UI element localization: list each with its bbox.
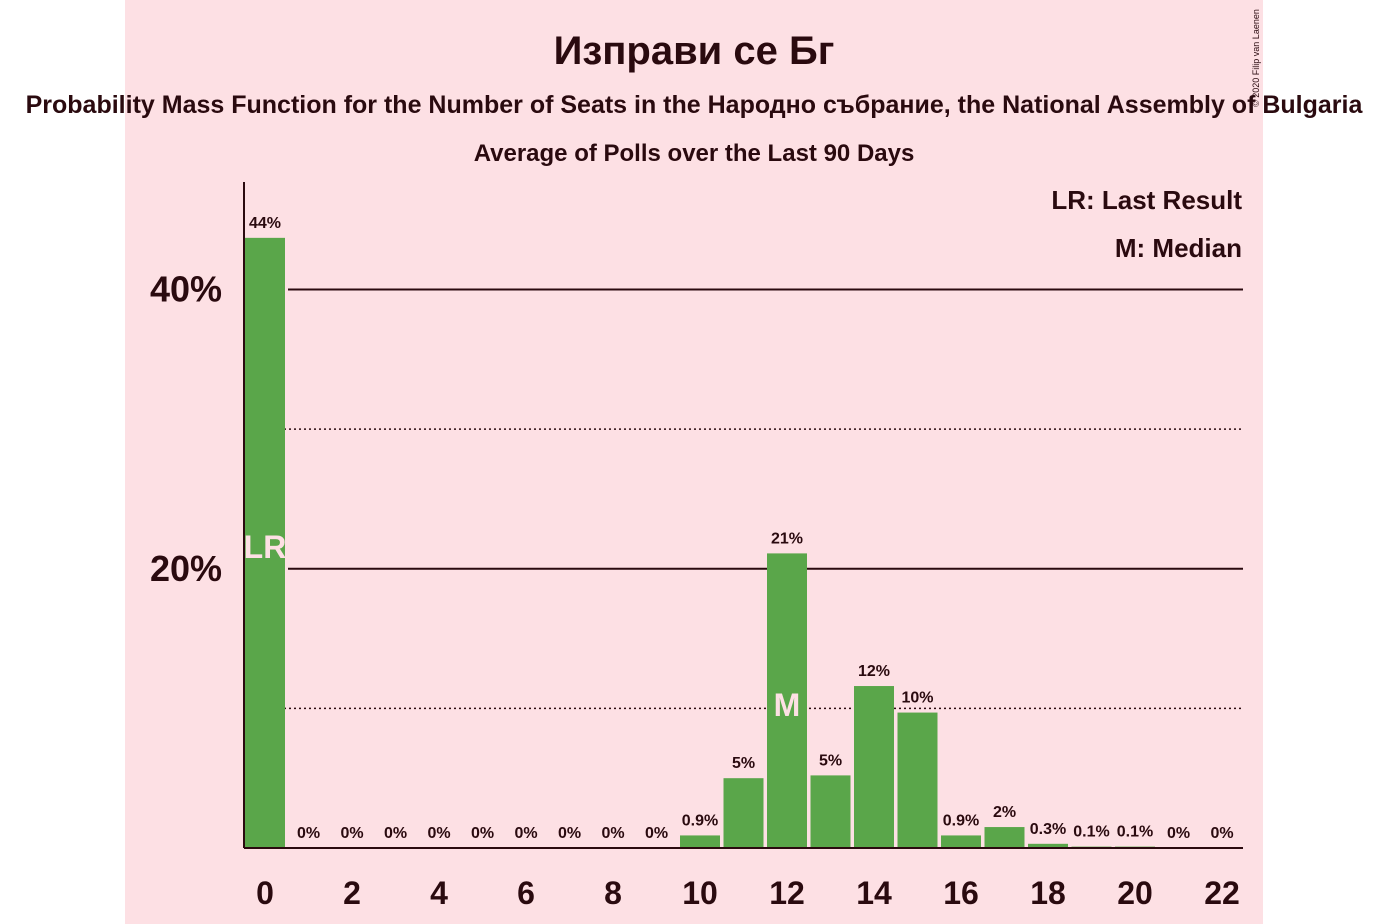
chart-background bbox=[125, 0, 1263, 924]
bar-seat-13 bbox=[810, 775, 851, 848]
data-label-seat-16: 0.9% bbox=[943, 812, 979, 829]
data-label-seat-4: 0% bbox=[427, 825, 450, 842]
bar-marker-m: M bbox=[774, 687, 801, 723]
x-tick-label-20: 20 bbox=[1117, 875, 1153, 911]
legend-median: M: Median bbox=[1115, 233, 1242, 263]
data-label-seat-20: 0.1% bbox=[1117, 824, 1153, 841]
legend-last-result: LR: Last Result bbox=[1051, 185, 1242, 215]
bar-seat-17 bbox=[984, 827, 1025, 848]
y-tick-label-40: 40% bbox=[150, 269, 222, 310]
x-tick-label-14: 14 bbox=[856, 875, 892, 911]
data-label-seat-11: 5% bbox=[732, 755, 755, 772]
data-label-seat-15: 10% bbox=[901, 690, 933, 707]
data-label-seat-5: 0% bbox=[471, 825, 494, 842]
x-tick-label-6: 6 bbox=[517, 875, 535, 911]
bar-seat-11 bbox=[723, 778, 764, 848]
bar-seat-12 bbox=[767, 553, 807, 848]
data-label-seat-1: 0% bbox=[297, 825, 320, 842]
data-label-seat-7: 0% bbox=[558, 825, 581, 842]
data-label-seat-21: 0% bbox=[1167, 825, 1190, 842]
data-label-seat-3: 0% bbox=[384, 825, 407, 842]
data-label-seat-22: 0% bbox=[1210, 825, 1233, 842]
data-label-seat-14: 12% bbox=[858, 663, 890, 680]
bar-marker-lr: LR bbox=[244, 529, 287, 565]
data-label-seat-8: 0% bbox=[601, 825, 624, 842]
x-tick-label-16: 16 bbox=[943, 875, 979, 911]
x-tick-label-18: 18 bbox=[1030, 875, 1066, 911]
data-label-seat-18: 0.3% bbox=[1030, 821, 1066, 838]
data-label-seat-2: 0% bbox=[340, 825, 363, 842]
copyright-notice: © 2020 Filip van Laenen bbox=[1251, 9, 1261, 107]
data-label-seat-19: 0.1% bbox=[1073, 824, 1109, 841]
data-label-seat-9: 0% bbox=[645, 825, 668, 842]
x-tick-label-2: 2 bbox=[343, 875, 361, 911]
bar-seat-10 bbox=[680, 835, 720, 848]
chart-subtitle: Probability Mass Function for the Number… bbox=[26, 91, 1364, 119]
bar-seat-15 bbox=[897, 712, 938, 848]
data-label-seat-10: 0.9% bbox=[682, 812, 718, 829]
data-label-seat-6: 0% bbox=[514, 825, 537, 842]
data-label-seat-17: 2% bbox=[993, 804, 1016, 821]
axes: 0 2 4 6 8 10 12 14 16 18 20 22 20% 40% bbox=[150, 182, 1243, 911]
x-tick-label-12: 12 bbox=[769, 875, 805, 911]
y-tick-label-20: 20% bbox=[150, 548, 222, 589]
bar-seat-16 bbox=[941, 835, 981, 848]
x-tick-label-10: 10 bbox=[682, 875, 718, 911]
x-tick-label-4: 4 bbox=[430, 875, 448, 911]
chart-subtitle-2: Average of Polls over the Last 90 Days bbox=[474, 140, 915, 167]
x-tick-label-0: 0 bbox=[256, 875, 274, 911]
bar-seat-18 bbox=[1028, 843, 1068, 848]
x-tick-label-8: 8 bbox=[604, 875, 622, 911]
data-label-seat-12: 21% bbox=[771, 530, 803, 547]
x-tick-label-22: 22 bbox=[1204, 875, 1240, 911]
bar-seat-0 bbox=[245, 237, 285, 848]
bar-seat-14 bbox=[854, 686, 894, 848]
data-label-seat-0: 44% bbox=[249, 215, 281, 232]
data-label-seat-13: 5% bbox=[819, 752, 842, 769]
gridlines bbox=[244, 288, 1243, 710]
bars: 44% 0% 0% 0% 0% 0% 0% 0% 0% 0% 0.9% 5% 21% 5% 12% 10% 0.… bbox=[244, 215, 1234, 848]
chart-title: Изправи се Бг bbox=[554, 29, 835, 73]
